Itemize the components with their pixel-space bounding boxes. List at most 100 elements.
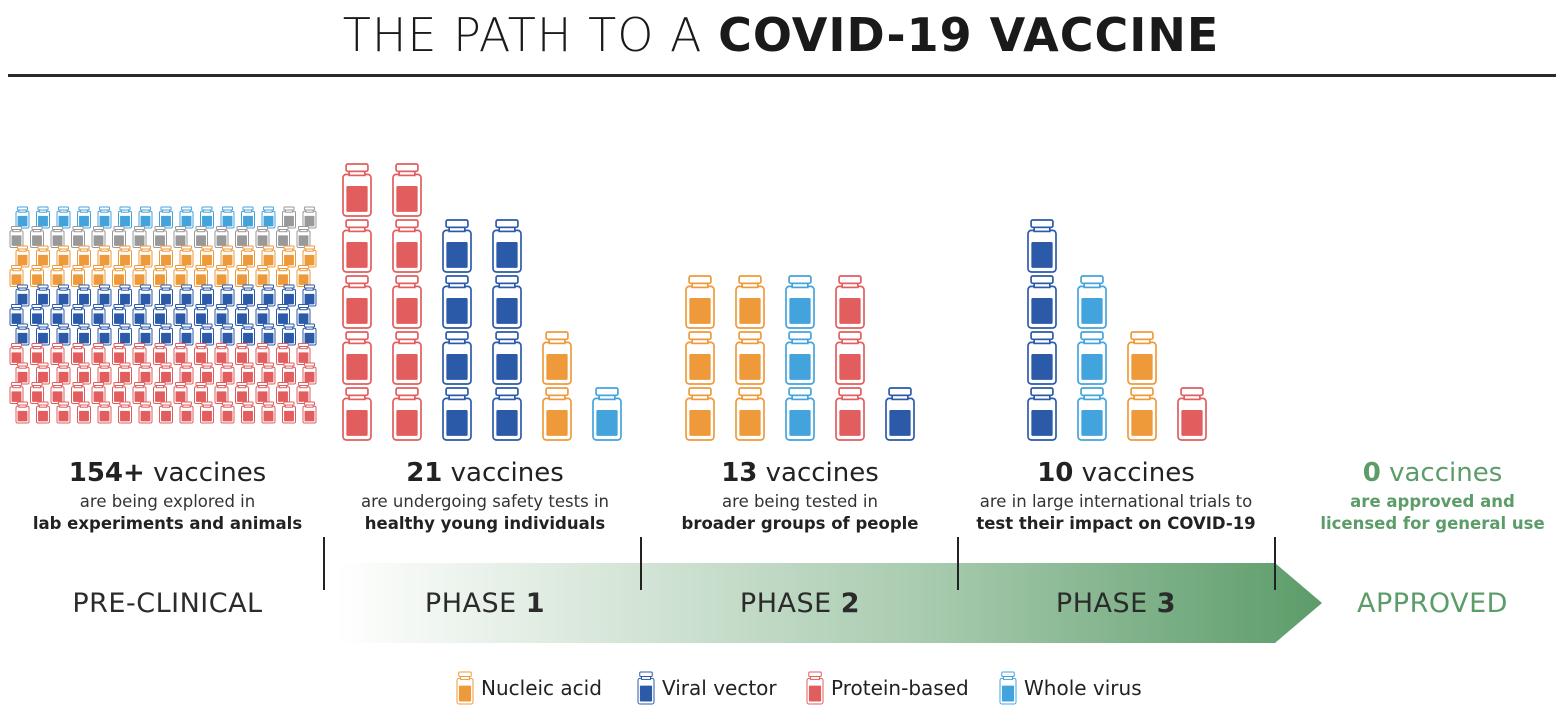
- vial-icon: [15, 206, 30, 229]
- stage-count: 13 vaccines: [721, 458, 879, 488]
- vial-icon: [220, 284, 235, 307]
- vial-icon: [91, 304, 106, 327]
- vial-icon: [806, 671, 824, 705]
- vial-icon: [50, 226, 65, 248]
- vial-icon: [9, 304, 24, 327]
- vial-icon: [118, 401, 132, 424]
- vial-icon: [77, 323, 91, 346]
- vial-icon: [999, 671, 1017, 705]
- vial-icon: [542, 331, 572, 385]
- vial-icon: [138, 401, 153, 424]
- vial-icon: [392, 275, 422, 329]
- vial-icon: [179, 245, 194, 268]
- vial-icon: [392, 387, 422, 441]
- vial-icon: [276, 226, 290, 248]
- vial-icon: [235, 343, 249, 366]
- vial-icon: [276, 382, 290, 405]
- vial-icon: [112, 343, 126, 366]
- vial-icon: [302, 245, 317, 268]
- vial-icon: [255, 382, 270, 405]
- vial-icon: [36, 323, 50, 346]
- phase-label-approved: APPROVED: [1357, 588, 1508, 619]
- vial-icon: [255, 304, 270, 327]
- stage-phase-2: 13 vaccines are being tested in broader …: [645, 458, 955, 533]
- vial-icon: [15, 401, 30, 424]
- vial-icon: [91, 382, 106, 405]
- vial-icon: [302, 206, 317, 229]
- vial-icon: [261, 245, 276, 268]
- vial-icon: [442, 219, 472, 273]
- vial-icon: [50, 343, 65, 366]
- vial-icon: [97, 362, 112, 385]
- vial-icon: [241, 401, 255, 424]
- vial-icon: [153, 304, 167, 327]
- vial-icon: [276, 304, 290, 327]
- vial-icon: [179, 206, 194, 229]
- stage-count: 10 vaccines: [1037, 458, 1195, 488]
- vial-icon: [71, 226, 85, 248]
- vial-icon: [132, 304, 147, 327]
- vial-icon: [118, 284, 132, 307]
- vial-icon: [71, 304, 85, 327]
- vial-icon: [9, 265, 24, 288]
- vial-icon: [1027, 387, 1057, 441]
- vial-icon: [97, 206, 112, 229]
- vial-icon: [241, 245, 255, 268]
- vial-icon: [276, 343, 290, 366]
- vial-icon: [9, 343, 24, 366]
- vial-icon: [1027, 219, 1057, 273]
- vial-icon: [56, 323, 71, 346]
- vial-icon: [1127, 331, 1157, 385]
- vial-icon: [342, 219, 372, 273]
- vial-icon: [296, 226, 311, 248]
- vial-icon: [159, 245, 173, 268]
- vial-icon: [9, 382, 24, 405]
- vial-icon: [97, 401, 112, 424]
- vial-icon: [173, 343, 188, 366]
- vial-icon: [835, 387, 865, 441]
- vial-icon: [112, 304, 126, 327]
- vial-icon: [36, 245, 50, 268]
- vial-icon: [112, 265, 126, 288]
- vial-icon: [179, 284, 194, 307]
- vial-icon: [999, 671, 1017, 705]
- vial-icon: [685, 275, 715, 329]
- stage-description: are being tested in: [722, 492, 878, 511]
- vial-icon: [30, 265, 44, 288]
- vial-icon: [97, 284, 112, 307]
- vial-icon: [261, 206, 276, 229]
- vial-icon: [785, 275, 815, 329]
- vial-icon: [118, 245, 132, 268]
- vial-icon: [220, 206, 235, 229]
- vial-icon: [735, 331, 765, 385]
- vial-icon: [159, 323, 173, 346]
- vial-icon: [685, 331, 715, 385]
- vial-icon: [1077, 387, 1107, 441]
- vial-icon: [30, 382, 44, 405]
- vial-icon: [492, 387, 522, 441]
- vial-icon: [36, 206, 50, 229]
- vial-icon: [442, 275, 472, 329]
- vial-icon: [77, 206, 91, 229]
- vial-icon: [138, 362, 153, 385]
- vial-icon: [392, 331, 422, 385]
- vial-icon: [637, 671, 655, 705]
- vial-icon: [214, 226, 229, 248]
- stage-phase-3: 10 vaccines are in large international t…: [960, 458, 1272, 533]
- vial-icon: [159, 284, 173, 307]
- vial-icon: [30, 226, 44, 248]
- stage-description-bold: test their impact on COVID-19: [976, 514, 1256, 533]
- vial-icon: [77, 362, 91, 385]
- vial-icon: [1027, 331, 1057, 385]
- vial-icon: [173, 304, 188, 327]
- vial-icon: [785, 331, 815, 385]
- vial-icon: [118, 362, 132, 385]
- vial-icon: [91, 343, 106, 366]
- title-light: THE PATH TO A: [342, 8, 719, 62]
- stage-description-bold: licensed for general use: [1320, 514, 1545, 533]
- legend-label: Protein-based: [831, 676, 969, 700]
- phase-label-phase-3: PHASE 3: [1055, 588, 1177, 619]
- vial-icon: [296, 343, 311, 366]
- vial-icon: [214, 382, 229, 405]
